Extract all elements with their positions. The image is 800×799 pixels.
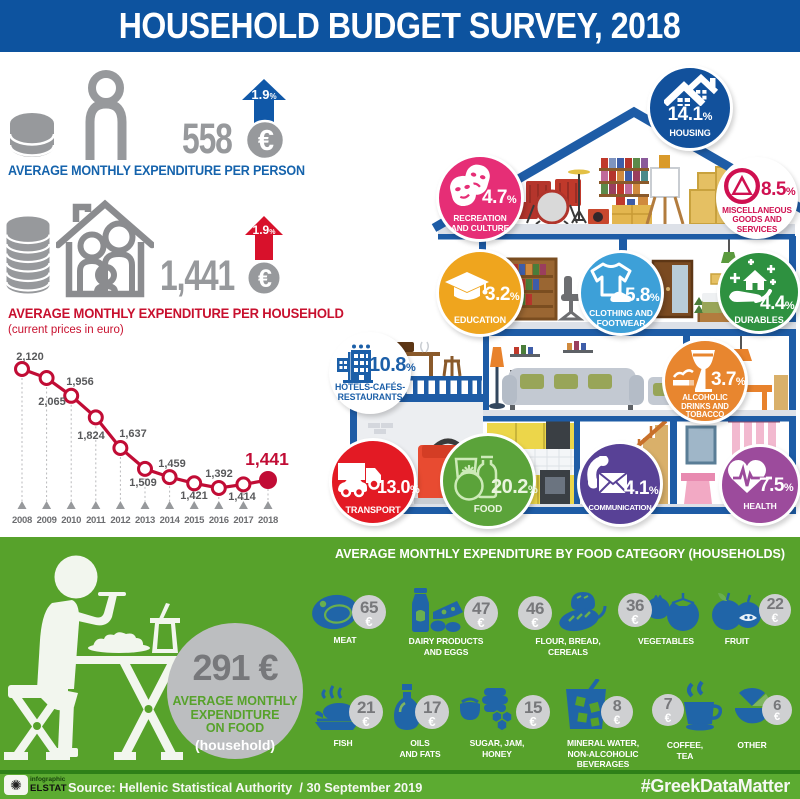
svg-text:1,824: 1,824	[77, 430, 105, 442]
svg-text:1,421: 1,421	[180, 490, 208, 502]
svg-text:1,392: 1,392	[205, 468, 233, 480]
svg-text:2011: 2011	[86, 515, 106, 526]
svg-text:2014: 2014	[160, 515, 181, 526]
svg-text:2013: 2013	[135, 515, 155, 526]
svg-text:2,120: 2,120	[16, 351, 44, 363]
svg-text:1,441: 1,441	[245, 449, 289, 469]
svg-text:1,637: 1,637	[119, 428, 147, 440]
svg-text:2018: 2018	[258, 515, 278, 526]
svg-text:1,459: 1,459	[158, 458, 186, 470]
svg-text:2,065: 2,065	[38, 396, 66, 408]
svg-text:2008: 2008	[12, 515, 32, 526]
svg-text:€: €	[258, 125, 274, 157]
svg-text:2015: 2015	[184, 515, 205, 526]
svg-text:1,509: 1,509	[129, 477, 157, 489]
svg-text:2012: 2012	[110, 515, 130, 526]
svg-text:2016: 2016	[209, 515, 229, 526]
svg-text:2017: 2017	[233, 515, 253, 526]
svg-text:€: €	[258, 265, 272, 293]
svg-text:2010: 2010	[61, 515, 81, 526]
svg-text:1,414: 1,414	[228, 491, 256, 503]
svg-text:1,956: 1,956	[66, 376, 94, 388]
svg-text:2009: 2009	[37, 515, 57, 526]
